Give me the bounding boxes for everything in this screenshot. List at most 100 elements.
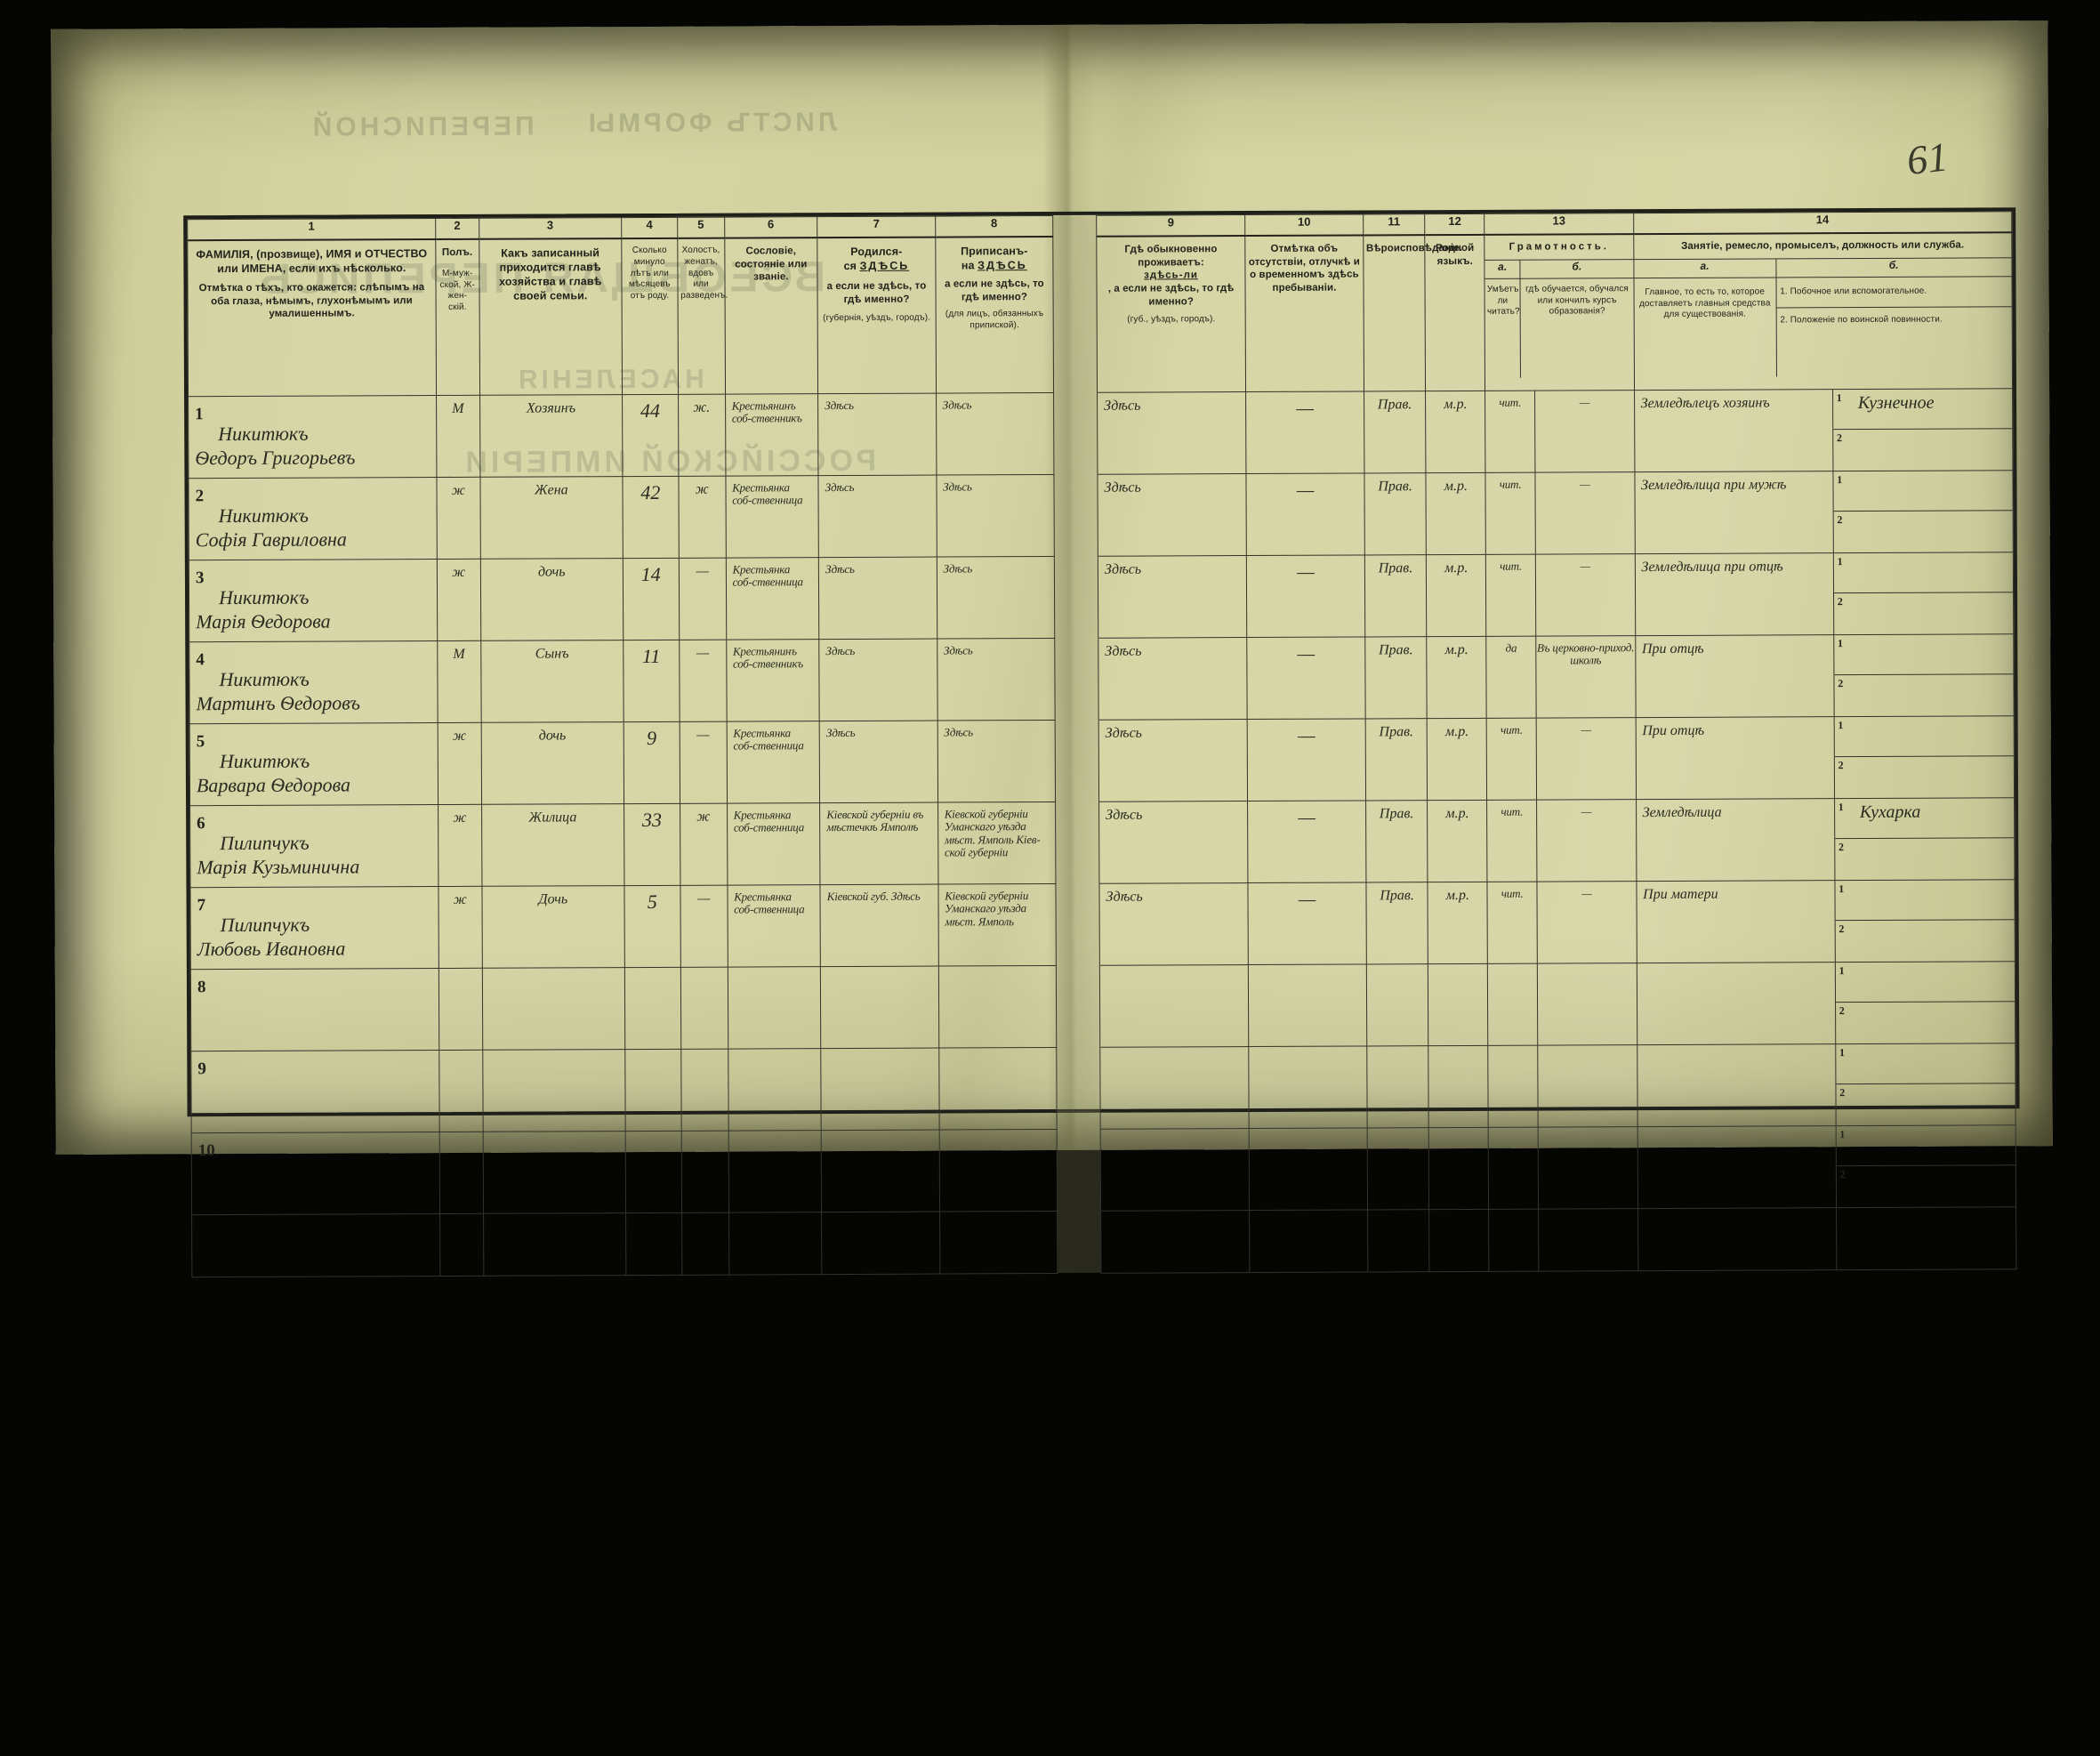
- cell-birthplace[interactable]: [820, 1047, 939, 1131]
- cell-birthplace[interactable]: Здѣсь: [818, 556, 937, 640]
- cell-literacy-b[interactable]: [1537, 1044, 1637, 1127]
- cell-marital[interactable]: —: [680, 884, 728, 967]
- cell-birthplace[interactable]: [821, 1129, 940, 1212]
- occupation-military-2[interactable]: 2: [1837, 595, 1843, 608]
- cell-literacy-b[interactable]: —: [1536, 799, 1637, 882]
- cell-name[interactable]: 1 Никитюкъ Ѳедоръ Григорьевъ: [188, 395, 437, 479]
- cell-literacy-a[interactable]: чит.: [1487, 881, 1538, 963]
- cell-relation[interactable]: Жилица: [481, 803, 624, 886]
- cell-residence[interactable]: [1099, 964, 1250, 1047]
- cell-birthplace[interactable]: Здѣсь: [819, 720, 938, 803]
- cell-sex[interactable]: [439, 1049, 483, 1132]
- cell-literacy-a[interactable]: да: [1486, 635, 1537, 718]
- cell-marital[interactable]: ж.: [678, 393, 726, 476]
- cell-absence[interactable]: —: [1245, 391, 1364, 474]
- occupation-side-1[interactable]: 1: [1836, 1124, 2016, 1167]
- table-row[interactable]: 2 Никитюкъ Софія Гавриловна ж Жена 42 ж Крестья…: [188, 470, 2014, 560]
- cell-occupation-main[interactable]: [1636, 962, 1836, 1045]
- cell-language[interactable]: м.р.: [1427, 717, 1487, 801]
- cell-estate[interactable]: [728, 966, 821, 1049]
- cell-name[interactable]: 9: [190, 1050, 440, 1133]
- cell-estate[interactable]: [728, 1130, 822, 1212]
- cell-residence[interactable]: Здѣсь: [1098, 555, 1247, 638]
- cell-religion[interactable]: [1366, 1127, 1429, 1210]
- cell-occupation-main[interactable]: При отцѣ: [1635, 634, 1834, 718]
- cell-absence[interactable]: —: [1247, 718, 1366, 801]
- cell-literacy-a[interactable]: [1488, 1126, 1539, 1209]
- cell-religion[interactable]: Прав.: [1364, 636, 1428, 719]
- table-row[interactable]: 7 Пилипчукъ Любовь Ивановна ж Дочь 5— Крестьян…: [189, 879, 2016, 970]
- occupation-side-1[interactable]: 1: [1835, 961, 2016, 1003]
- cell-literacy-a[interactable]: чит.: [1486, 717, 1537, 800]
- cell-religion[interactable]: [1366, 963, 1429, 1046]
- cell-relation[interactable]: [482, 1131, 626, 1213]
- table-row[interactable]: 1 Никитюкъ Ѳедоръ Григорьевъ М Хозяинъ 44 ж. Кр…: [188, 388, 2013, 479]
- cell-occupation-side[interactable]: 1 Кузнечное 2: [1832, 388, 2013, 471]
- cell-literacy-a[interactable]: чит.: [1486, 799, 1538, 882]
- cell-residence[interactable]: Здѣсь: [1098, 637, 1248, 720]
- cell-literacy-a[interactable]: [1487, 963, 1538, 1045]
- occupation-military-2[interactable]: 2: [1837, 513, 1843, 527]
- cell-religion[interactable]: Прав.: [1364, 718, 1428, 801]
- occupation-military-2[interactable]: 2: [1839, 922, 1845, 936]
- cell-name[interactable]: 10: [191, 1132, 440, 1215]
- cell-marital[interactable]: ж: [678, 475, 727, 558]
- cell-estate[interactable]: Крестьянка соб-ственница: [725, 475, 819, 558]
- cell-absence[interactable]: —: [1248, 882, 1367, 965]
- cell-occupation-main[interactable]: [1637, 1043, 1836, 1127]
- table-row[interactable]: 3 Никитюкъ Марія Ѳедорова ж дочь 14— Крестьянк…: [189, 552, 2014, 642]
- occupation-military-2[interactable]: 2: [1838, 677, 1844, 690]
- occupation-side-1[interactable]: 1 Кухарка: [1834, 797, 2015, 840]
- table-row[interactable]: 10 1 2: [191, 1124, 2016, 1215]
- cell-religion[interactable]: Прав.: [1364, 391, 1427, 473]
- cell-occupation-side[interactable]: 1 Кухарка 2: [1834, 797, 2015, 881]
- cell-birthplace[interactable]: Кіевской губерніи въ мѣстечкѣ Ямполѣ: [819, 801, 938, 885]
- cell-sex[interactable]: ж: [436, 476, 480, 560]
- cell-literacy-b[interactable]: —: [1537, 881, 1637, 963]
- occupation-military-2[interactable]: 2: [1836, 431, 1843, 445]
- cell-absence[interactable]: —: [1246, 472, 1365, 556]
- cell-occupation-main[interactable]: [1637, 1125, 1837, 1209]
- table-row[interactable]: 4 Никитюкъ Мартинъ Ѳедоровъ М Сынъ 11— Крестья…: [189, 633, 2015, 724]
- cell-name[interactable]: 3 Никитюкъ Марія Ѳедорова: [189, 559, 438, 642]
- table-row[interactable]: 5 Никитюкъ Варвара Ѳедорова ж дочь 9— Крестьян…: [189, 715, 2015, 806]
- occupation-side-1[interactable]: 1 Кузнечное: [1832, 388, 2013, 431]
- cell-religion[interactable]: Прав.: [1365, 882, 1428, 964]
- occupation-military-2[interactable]: 2: [1839, 1168, 1846, 1181]
- cell-religion[interactable]: [1366, 1045, 1429, 1128]
- cell-name[interactable]: 6 Пилипчукъ Марія Кузьминична: [189, 804, 439, 888]
- cell-religion[interactable]: Прав.: [1364, 472, 1427, 555]
- cell-registered[interactable]: [938, 964, 1057, 1048]
- cell-language[interactable]: м.р.: [1427, 635, 1487, 719]
- cell-registered[interactable]: [938, 1128, 1058, 1212]
- cell-registered[interactable]: Здѣсь: [937, 555, 1055, 639]
- cell-literacy-a[interactable]: чит.: [1484, 390, 1536, 472]
- cell-estate[interactable]: Крестьянка соб-ственница: [726, 721, 820, 803]
- cell-occupation-main[interactable]: Земледѣлица: [1636, 798, 1835, 882]
- cell-residence[interactable]: Здѣсь: [1098, 719, 1248, 801]
- cell-marital[interactable]: [680, 1130, 729, 1212]
- cell-occupation-main[interactable]: При отцѣ: [1635, 716, 1835, 800]
- cell-residence[interactable]: Здѣсь: [1098, 882, 1249, 965]
- cell-literacy-b[interactable]: [1537, 963, 1637, 1045]
- cell-birthplace[interactable]: Кіевской губ. Здѣсь: [820, 883, 939, 967]
- cell-language[interactable]: м.р.: [1425, 390, 1486, 473]
- cell-absence[interactable]: [1248, 963, 1367, 1047]
- cell-occupation-main[interactable]: Земледѣлица при мужѣ: [1634, 471, 1834, 554]
- cell-age[interactable]: [625, 1130, 682, 1213]
- cell-registered[interactable]: Здѣсь: [936, 391, 1055, 475]
- cell-language[interactable]: [1428, 1126, 1489, 1210]
- cell-language[interactable]: м.р.: [1427, 799, 1488, 882]
- cell-residence[interactable]: [1099, 1046, 1250, 1129]
- cell-registered[interactable]: [938, 1046, 1058, 1130]
- cell-relation[interactable]: Жена: [479, 476, 624, 559]
- cell-name[interactable]: 2 Никитюкъ Софія Гавриловна: [188, 477, 438, 560]
- cell-birthplace[interactable]: [820, 965, 939, 1049]
- cell-marital[interactable]: ж: [680, 802, 728, 885]
- cell-relation[interactable]: дочь: [480, 721, 624, 804]
- cell-residence[interactable]: Здѣсь: [1098, 801, 1249, 883]
